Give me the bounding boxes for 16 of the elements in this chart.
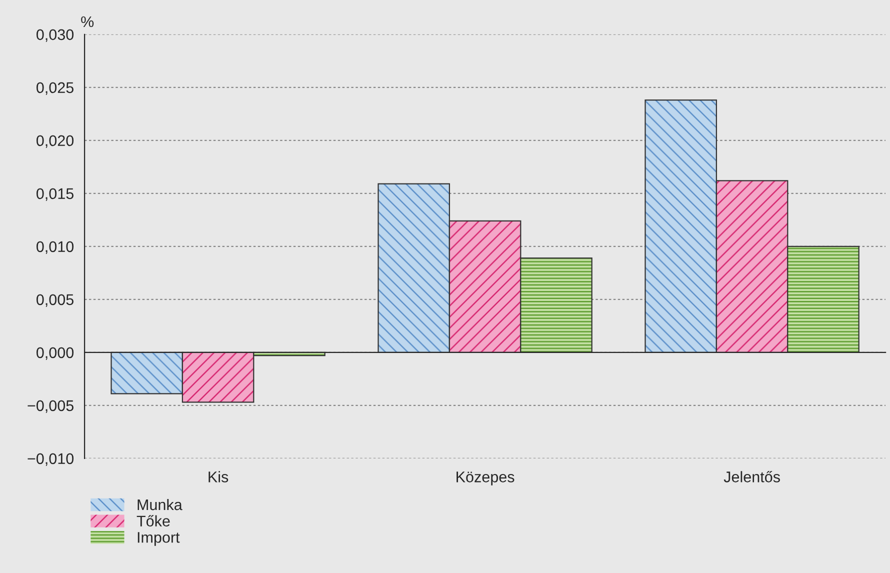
y-tick-label: 0,015 bbox=[36, 188, 74, 201]
y-tick-label: 0,005 bbox=[36, 294, 74, 307]
y-tick-label: 0,010 bbox=[36, 241, 74, 254]
x-tick-label: Közepes bbox=[456, 472, 514, 486]
y-tick-label: −0,005 bbox=[28, 400, 74, 413]
legend-label: Import bbox=[138, 532, 180, 546]
y-tick-label: −0,010 bbox=[28, 453, 74, 466]
legend-label: Tőke bbox=[136, 515, 170, 527]
y-tick-label: 0,020 bbox=[36, 135, 74, 148]
x-tick-label: Jelentős bbox=[724, 470, 780, 482]
x-tick-label: Kis bbox=[208, 471, 228, 482]
y-tick-label: 0,025 bbox=[36, 82, 74, 95]
y-tick-label: 0,000 bbox=[36, 347, 74, 360]
legend-label: Munka bbox=[138, 498, 182, 510]
y-tick-label: 0,030 bbox=[36, 29, 74, 42]
y-axis-title: % bbox=[81, 16, 94, 28]
